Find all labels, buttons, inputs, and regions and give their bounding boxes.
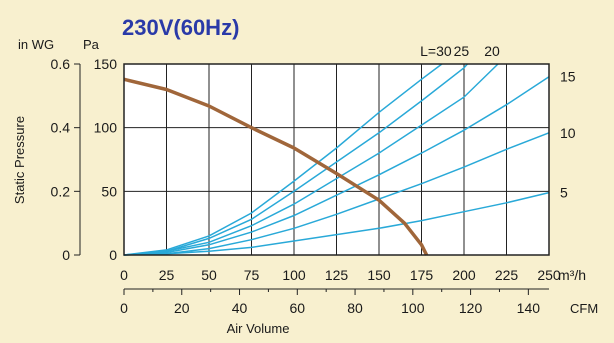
- x-tick-label-primary: 200: [452, 267, 476, 283]
- chart-title: 230V(60Hz): [122, 15, 239, 40]
- x-tick-label-primary: 175: [410, 267, 434, 283]
- y-tick-label-inwg: 0.4: [51, 120, 71, 136]
- system-curve: [123, 63, 499, 256]
- system-curve: [123, 132, 550, 256]
- system-curve: [123, 191, 550, 256]
- system-curve-label: L=30: [420, 43, 452, 59]
- y-tick-label-pa: 150: [94, 56, 118, 72]
- system-curve-label: 25: [454, 43, 470, 59]
- y-unit-pa: Pa: [83, 37, 100, 52]
- system-curve-label: 20: [484, 43, 500, 59]
- system-curve-label: 10: [560, 125, 576, 141]
- fan-curve: [123, 77, 429, 256]
- x-tick-label-primary: 25: [159, 267, 175, 283]
- x-tick-label-primary: 50: [201, 267, 217, 283]
- x-tick-label-primary: 75: [244, 267, 260, 283]
- x-tick-label-primary: 100: [282, 267, 306, 283]
- y-unit-inwg: in WG: [18, 37, 54, 52]
- plot-frame: [123, 63, 550, 256]
- system-curve: [123, 63, 468, 256]
- y-tick-label-pa: 0: [109, 247, 117, 263]
- y-tick-label-inwg: 0.6: [51, 56, 71, 72]
- x-unit-secondary: CFM: [570, 301, 598, 316]
- y-tick-label-inwg: 0: [62, 247, 70, 263]
- system-curve: [123, 63, 443, 256]
- x-tick-label-cfm: 100: [401, 300, 425, 316]
- system-curve-label: 5: [560, 185, 568, 201]
- y-tick-label-inwg: 0.2: [51, 183, 71, 199]
- x-axis-label: Air Volume: [227, 321, 290, 336]
- y-axis-label: Static Pressure: [12, 116, 27, 204]
- x-tick-label-primary: 225: [495, 267, 519, 283]
- x-tick-label-cfm: 80: [347, 300, 363, 316]
- x-tick-label-cfm: 60: [290, 300, 306, 316]
- x-tick-label-cfm: 0: [120, 300, 128, 316]
- x-tick-label-primary: 0: [120, 267, 128, 283]
- y-tick-label-pa: 50: [101, 183, 117, 199]
- x-tick-label-cfm: 120: [459, 300, 483, 316]
- x-unit-primary: m³/h: [558, 267, 586, 283]
- x-tick-label-primary: 125: [325, 267, 349, 283]
- system-curve: [123, 76, 550, 256]
- x-tick-label-primary: 250: [537, 267, 561, 283]
- x-tick-label-primary: 150: [367, 267, 391, 283]
- x-tick-label-cfm: 140: [517, 300, 541, 316]
- y-tick-label-pa: 100: [94, 120, 118, 136]
- x-tick-label-cfm: 40: [232, 300, 248, 316]
- x-tick-label-cfm: 20: [174, 300, 190, 316]
- system-curve-label: 15: [560, 69, 576, 85]
